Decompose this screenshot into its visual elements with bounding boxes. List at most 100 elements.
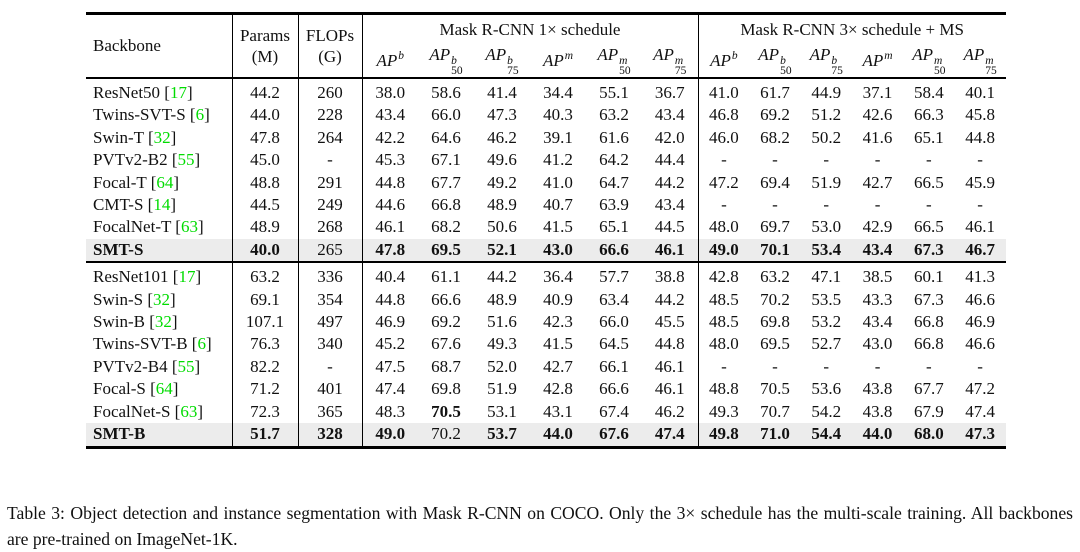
ap-value-cell: 66.3 [913,105,944,125]
ap-value-cell: - [772,195,778,215]
group-1-body: ResNet50 [17] 44.2 260 38.0 58.6 41.4 34.4 55.1… [86,78,1006,263]
ap-value-cell: 71.0 [749,423,801,447]
ap-value-cell: 43.4 [851,238,904,263]
col-header-ap-1x-m: APm [530,44,586,79]
ap-value-cell: 58.6 [431,83,461,102]
ap-value-cell: - [977,150,983,170]
backbone-cell: PVTv2-B2 [55] [86,149,233,172]
ap-value-cell: - [721,150,727,170]
ap-value-cell: 46.6 [965,334,995,354]
ap-value-cell: 69.8 [760,312,790,332]
ap-value-cell: 63.2 [749,261,801,289]
ap-value-cell: 46.2 [642,400,699,424]
ap-value-cell: 46.1 [965,217,995,237]
ap-value-cell: 66.5 [913,217,944,237]
citation-link[interactable]: 55 [177,150,195,170]
citation-link[interactable]: 32 [152,289,170,309]
citation-link[interactable]: 6 [195,105,205,125]
flops-cell: 354 [298,288,363,312]
backbone-cell: Focal-T [64] [86,171,233,195]
ap-value-cell: 52.7 [811,334,842,354]
ap-value-cell: 40.4 [362,261,418,289]
citation-link[interactable]: 63 [180,217,198,237]
ap-value-cell: - [977,195,983,215]
ap-value-cell: 47.3 [487,105,517,125]
group-2-body: ResNet101 [17] 63.2 336 40.4 61.1 44.2 36.4 57.… [86,261,1006,447]
ap-value-cell: 48.5 [709,312,739,332]
ap-value-cell: 64.2 [599,150,629,170]
ap-value-cell: 44.9 [811,83,842,102]
ap-value-cell: 54.2 [811,401,842,421]
ap-value-cell: 46.1 [642,238,699,263]
ap-value-cell: 49.2 [487,172,517,192]
params-cell: 44.5 [232,194,299,217]
flops-cell: 268 [298,216,363,239]
ap-value-cell: 67.3 [913,289,944,309]
backbone-cell: PVTv2-B4 [55] [86,355,233,379]
ap-value-cell: 49.8 [698,423,750,447]
citation-link[interactable]: 64 [155,379,173,399]
ap-value-cell: 46.6 [965,289,995,309]
flops-cell: 336 [298,261,363,289]
ap-value-cell: 61.1 [418,261,474,289]
ap-value-cell: 66.6 [586,238,642,263]
ap-value-cell: 67.7 [913,379,944,399]
flops-cell: 228 [298,104,363,127]
ap-value-cell: 43.0 [530,238,586,263]
table-wrap: Backbone Params (M) FLOPs (G) Mask R-CNN… [86,12,1006,449]
ap-value-cell: 49.0 [698,238,750,263]
ap-value-cell: 47.4 [375,379,406,399]
col-header-params-line1: Params [239,26,291,45]
ap-value-cell: - [926,195,932,215]
citation-link[interactable]: 32 [153,127,171,147]
ap-value-cell: - [874,356,881,376]
table-row: Focal-T [64] 48.8 291 44.8 67.7 49.2 41.0 64.7 4… [86,171,1006,195]
ap-value-cell: 69.4 [760,172,790,192]
ap-value-cell: - [721,356,727,376]
ap-value-cell: - [926,356,932,376]
ap-value-cell: 70.5 [760,379,790,399]
flops-cell: 328 [298,423,363,447]
ap-value-cell: 67.6 [586,423,642,447]
table-row: FocalNet-S [63] 72.3 365 48.3 70.5 53.1 43.1 67… [86,400,1006,424]
col-header-backbone: Backbone [86,13,233,79]
header-row-groups: Backbone Params (M) FLOPs (G) Mask R-CNN… [86,13,1006,79]
ap-value-cell: 67.7 [431,172,461,192]
ap-value-cell: 58.4 [913,83,944,102]
citation-link[interactable]: 17 [169,83,187,102]
citation-link[interactable]: 17 [178,267,196,287]
flops-cell: - [298,355,363,379]
citation-link[interactable]: 32 [154,312,172,332]
ap-value-cell: 49.3 [709,401,739,421]
citation-link[interactable]: 63 [180,401,198,421]
flops-cell: 365 [298,400,363,424]
ap-value-cell: 42.7 [862,172,893,192]
ap-value-cell: 41.5 [543,217,573,237]
table-row: Twins-SVT-S [6] 44.0 228 43.4 66.0 47.3 40.3 63… [86,104,1006,127]
ap-value-cell: 69.5 [760,334,790,354]
ap-value-cell: 44.8 [375,172,406,192]
ap-value-cell: 53.6 [811,379,842,399]
ap-value-cell: 45.9 [965,172,995,192]
ap-value-cell: 46.1 [375,217,406,237]
ap-value-cell: 66.6 [599,379,629,399]
citation-link[interactable]: 6 [197,334,206,354]
ap-value-cell: 57.7 [586,261,642,289]
ap-value-cell: 63.4 [599,289,629,309]
ap-value-cell: 63.9 [599,195,629,215]
ap-value-cell: 47.8 [362,238,418,263]
ap-value-cell: - [772,150,778,170]
citation-link[interactable]: 55 [177,356,195,376]
citation-link[interactable]: 14 [153,195,171,215]
ap-value-cell: 53.4 [800,238,852,263]
ap-value-cell: 37.1 [862,83,893,102]
col-header-flops: FLOPs (G) [298,13,363,79]
ap-value-cell: 66.6 [431,289,461,309]
ap-value-cell: 70.5 [431,401,461,421]
ap-value-cell: 61.6 [599,127,629,147]
citation-link[interactable]: 64 [156,172,174,192]
params-cell: 69.1 [232,288,299,312]
ap-value-cell: 46.1 [642,378,699,401]
ap-value-cell: 44.5 [642,216,699,239]
